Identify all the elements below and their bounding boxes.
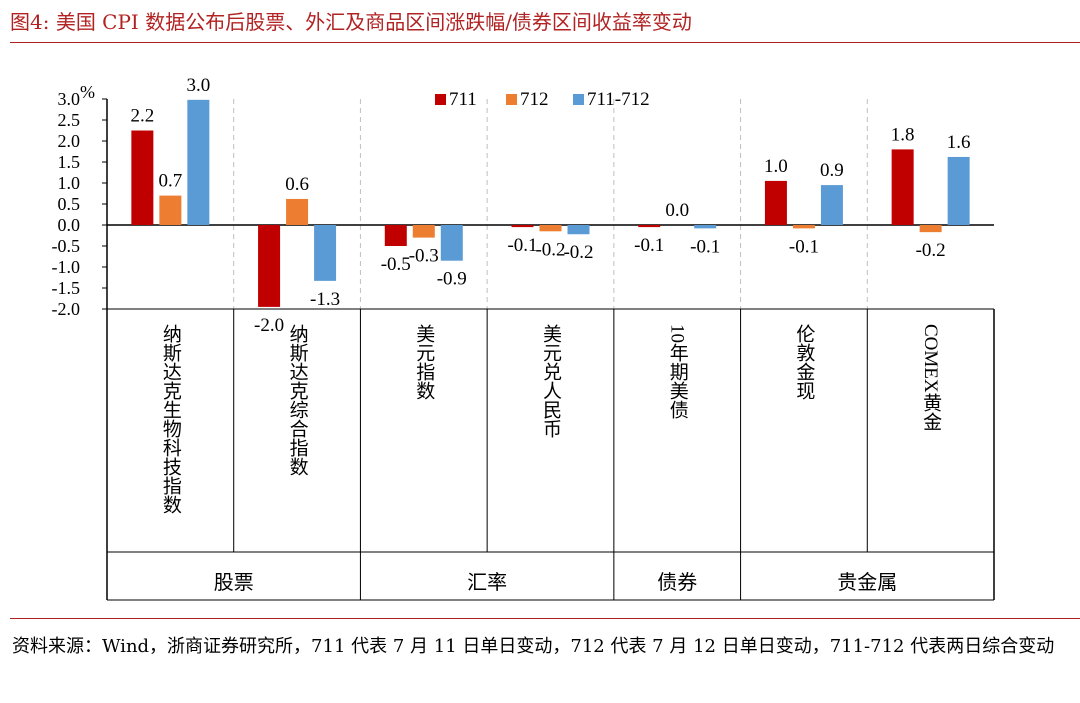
y-tick-label: -1.5 [52,278,81,298]
y-tick-label: -1.0 [52,257,81,277]
bar-711 [638,225,661,228]
bar-712 [159,195,182,225]
legend-label: 711-712 [587,89,650,110]
group-label: 股票 [214,572,254,594]
legend-swatch-712 [506,94,517,105]
data-label: 1.6 [947,132,971,153]
data-label: 0.0 [665,200,689,221]
data-label: -2.0 [254,315,284,336]
data-label: 1.8 [891,124,915,145]
category-label: 纳斯达克生物科技指数 [160,324,182,514]
bar-711-712 [567,225,590,235]
data-label: -0.3 [409,246,439,267]
data-label: -0.2 [563,242,593,263]
bar-712 [286,198,309,225]
category-label: 10年期美债 [667,324,689,419]
group-label: 债券 [657,571,697,594]
bar-711-712 [314,225,337,281]
data-label: -0.1 [789,236,819,257]
data-label: 0.7 [158,171,182,192]
category-label: 纳斯达克综合指数 [287,324,309,476]
source-note: 资料来源：Wind，浙商证券研究所，711 代表 7 月 11 日单日变动，71… [12,636,1055,657]
category-label: 美元兑人民币 [540,324,562,438]
data-label: 3.0 [186,75,210,96]
bar-711-712 [187,99,210,225]
bar-711 [131,130,154,225]
bar-711 [511,225,534,228]
bar-711 [384,225,407,246]
bar-chart: 3.02.52.01.51.00.50.0-0.5-1.0-1.5-2.0%2.… [52,75,995,601]
data-label: -0.5 [381,254,411,275]
y-tick-label: 0.0 [58,215,81,235]
bar-712 [539,225,562,232]
y-tick-label: 3.0 [58,89,81,109]
data-label: -0.1 [690,236,720,257]
group-label: 汇率 [467,571,507,594]
source-divider [10,618,1080,619]
y-tick-label: 2.5 [58,110,81,130]
data-label: -0.1 [634,235,664,256]
data-label: 1.0 [764,156,788,177]
data-label: 2.2 [130,106,154,127]
y-tick-label: 2.0 [58,131,81,151]
data-label: -0.9 [437,269,467,290]
bar-711 [891,149,914,225]
y-tick-label: 0.5 [58,194,81,214]
category-label: 伦敦金现 [793,324,815,400]
legend-label: 712 [520,89,549,110]
category-label: 美元指数 [413,324,435,400]
data-label: 0.6 [285,174,309,195]
bar-711 [258,225,281,307]
legend-swatch-711-712 [573,94,584,105]
data-label: -0.2 [535,239,565,260]
bar-712 [412,225,435,238]
bar-712 [792,225,815,229]
group-label: 贵金属 [837,571,897,594]
legend-label: 711 [449,89,477,110]
data-label: -1.3 [310,289,340,310]
data-label: -0.2 [916,240,946,261]
bar-711-712 [694,225,717,229]
title-divider [10,42,1080,43]
category-label: COMEX黄金 [920,324,942,431]
y-tick-label: 1.0 [58,173,81,193]
y-tick-label: -2.0 [52,299,81,319]
legend-swatch-711 [435,94,446,105]
bar-711-712 [947,156,970,225]
bar-711-712 [440,225,463,261]
bar-711-712 [820,185,843,225]
bar-712 [919,225,942,233]
y-tick-label: 1.5 [58,152,81,172]
data-label: -0.1 [507,235,537,256]
bar-711 [764,180,787,225]
data-label: 0.9 [820,160,844,181]
figure-title: 图4: 美国 CPI 数据公布后股票、外汇及商品区间涨跌幅/债券区间收益率变动 [10,10,692,34]
y-unit-label: % [80,82,95,102]
y-tick-label: -0.5 [52,236,81,256]
